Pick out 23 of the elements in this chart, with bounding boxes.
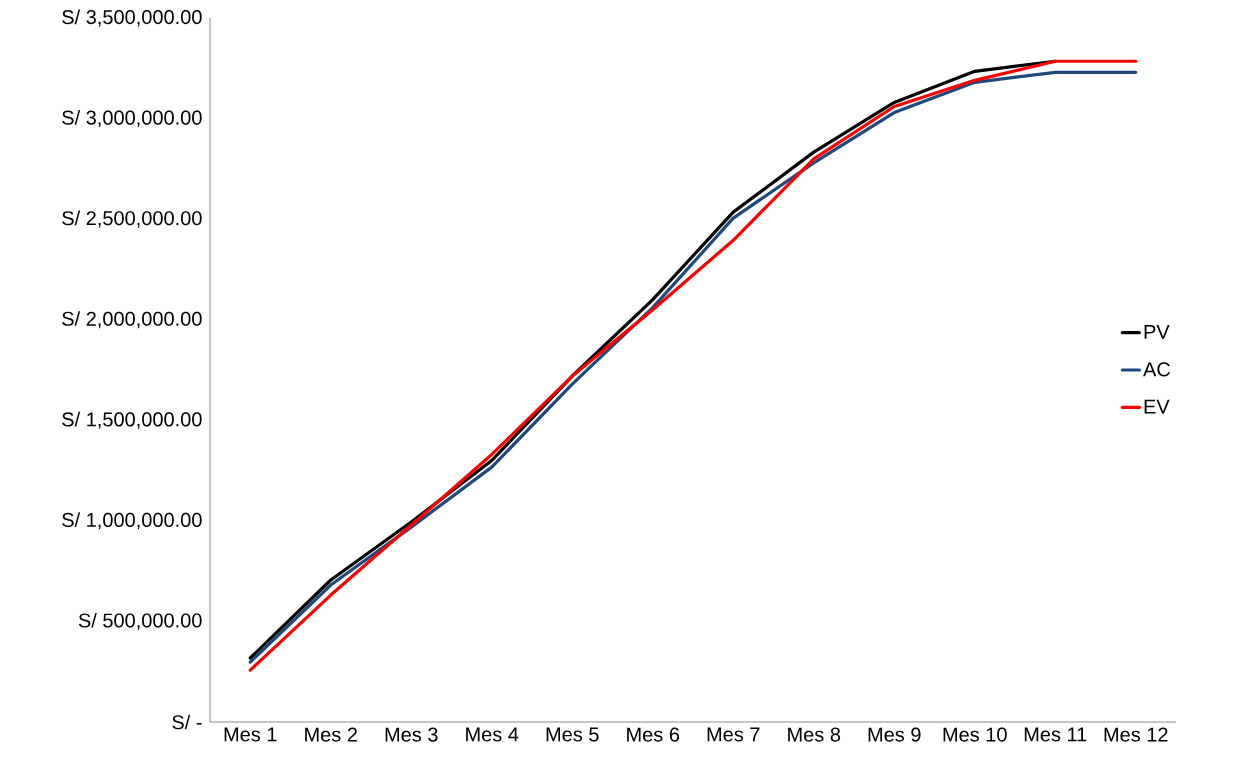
x-tick-label: Mes 9 [868,727,921,742]
legend-label: PV [1144,325,1170,339]
x-tick-label: Mes 5 [546,727,599,742]
x-tick-label: Mes 12 [1104,727,1168,742]
y-tick-label: S/ 3,500,000.00 [62,9,202,27]
y-tick-label: S/ 2,000,000.00 [62,311,202,329]
y-tick-label: S/ 2,500,000.00 [62,210,202,228]
x-tick-label: Mes 1 [224,727,277,742]
y-tick-label: S/ 1,500,000.00 [62,411,202,429]
y-tick-label: S/ 500,000.00 [78,612,202,630]
y-tick-label: S/ 3,000,000.00 [62,110,202,128]
y-tick-label: S/ 1,000,000.00 [62,512,202,530]
x-tick-label: Mes 7 [707,727,760,742]
y-tick-label: S/ - [172,714,202,730]
legend-label: AC [1143,362,1171,377]
x-tick-label: Mes 10 [943,727,1007,742]
legend-label: EV [1144,399,1170,414]
x-tick-label: Mes 2 [305,727,357,742]
x-tick-label: Mes 3 [385,727,438,742]
x-tick-label: Mes 6 [627,727,680,742]
x-tick-label: Mes 8 [788,727,841,742]
x-tick-label: Mes 4 [466,727,519,742]
x-tick-label: Mes 11 [1024,727,1087,742]
